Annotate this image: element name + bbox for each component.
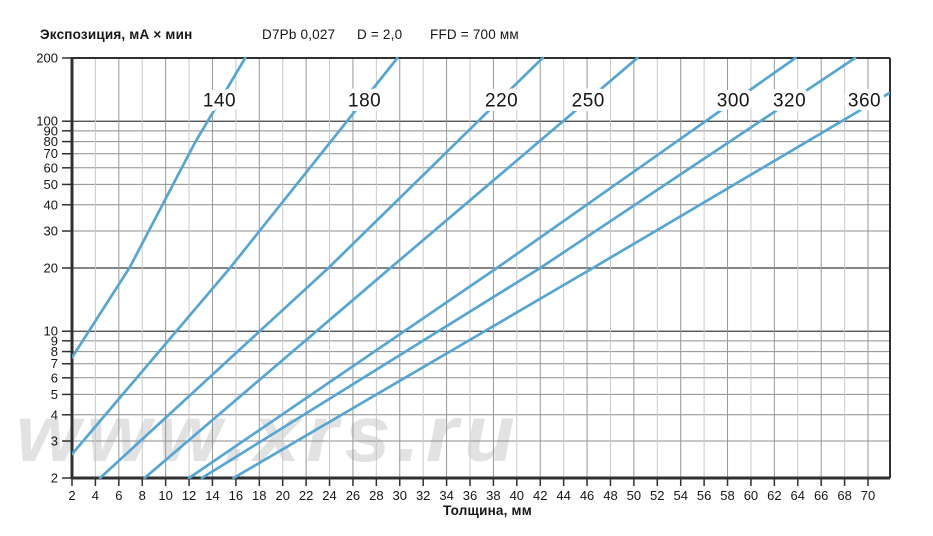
x-tick-label-54: 54 <box>673 488 687 503</box>
watermark: www.xrs.ru <box>16 389 521 478</box>
y-tick-label-70: 70 <box>44 146 58 161</box>
x-tick-label-64: 64 <box>791 488 805 503</box>
series-line-140 <box>72 56 247 359</box>
x-tick-label-60: 60 <box>744 488 758 503</box>
series-line-220 <box>98 56 544 479</box>
x-tick-label-8: 8 <box>139 488 146 503</box>
y-tick-label-3: 3 <box>51 434 58 449</box>
y-tick-label-4: 4 <box>51 407 58 422</box>
y-tick-label-30: 30 <box>44 224 58 239</box>
x-tick-label-18: 18 <box>252 488 266 503</box>
y-tick-label-10: 10 <box>44 324 58 339</box>
x-tick-label-16: 16 <box>229 488 243 503</box>
y-tick-label-50: 50 <box>44 177 58 192</box>
series-line-320 <box>200 56 857 479</box>
series-line-250 <box>143 56 639 479</box>
series-line-300 <box>187 56 797 479</box>
x-tick-label-62: 62 <box>767 488 781 503</box>
annotation-ffd: FFD = 700 мм <box>430 27 519 42</box>
series-label-320: 320 <box>773 91 806 112</box>
chart-title: Экспозиция, мА × мин <box>40 27 193 42</box>
y-tick-label-20: 20 <box>44 261 58 276</box>
x-tick-label-2: 2 <box>68 488 75 503</box>
x-tick-label-56: 56 <box>697 488 711 503</box>
x-tick-label-28: 28 <box>369 488 383 503</box>
x-tick-label-24: 24 <box>322 488 336 503</box>
x-tick-label-52: 52 <box>650 488 664 503</box>
y-tick-label-100: 100 <box>36 114 58 129</box>
series-line-360 <box>232 91 890 479</box>
x-tick-label-66: 66 <box>814 488 828 503</box>
annotation-film-type: D7Pb 0,027 <box>262 27 336 42</box>
x-axis-title: Толщина, мм <box>443 503 532 518</box>
y-tick-label-2: 2 <box>51 471 58 486</box>
series-line-180 <box>72 56 399 456</box>
x-tick-label-36: 36 <box>463 488 477 503</box>
series-label-140: 140 <box>203 91 236 112</box>
grid-vertical <box>94 58 869 478</box>
x-tick-label-40: 40 <box>510 488 524 503</box>
x-tick-label-20: 20 <box>275 488 289 503</box>
y-tick-label-7: 7 <box>51 356 58 371</box>
y-tick-label-90: 90 <box>44 123 58 138</box>
x-tick-label-22: 22 <box>299 488 313 503</box>
y-tick-label-60: 60 <box>44 160 58 175</box>
x-tick-label-32: 32 <box>416 488 430 503</box>
x-tick-label-58: 58 <box>720 488 734 503</box>
x-tick-label-44: 44 <box>556 488 570 503</box>
series-labels: 140 180 220 250 300 320 360 <box>198 86 885 116</box>
x-tick-label-34: 34 <box>439 488 453 503</box>
x-tick-label-4: 4 <box>92 488 99 503</box>
series-label-300: 300 <box>717 91 750 112</box>
annotation-density: D = 2,0 <box>357 27 403 42</box>
x-tick-label-42: 42 <box>533 488 547 503</box>
x-tick-label-26: 26 <box>346 488 360 503</box>
series-label-360: 360 <box>848 91 881 112</box>
x-tick-label-50: 50 <box>627 488 641 503</box>
y-tick-label-5: 5 <box>51 387 58 402</box>
x-tick-label-12: 12 <box>182 488 196 503</box>
x-tick-label-6: 6 <box>115 488 122 503</box>
series-label-220: 220 <box>485 91 518 112</box>
y-tick-label-9: 9 <box>51 333 58 348</box>
x-tick-label-48: 48 <box>603 488 617 503</box>
x-tick-label-30: 30 <box>393 488 407 503</box>
x-tick-label-68: 68 <box>837 488 851 503</box>
x-tick-label-38: 38 <box>486 488 500 503</box>
x-tick-labels: 2 4 6 8 10 12 14 16 18 20 22 24 26 28 30 32 34 36 38 40 42 44… <box>68 478 875 503</box>
x-tick-label-70: 70 <box>861 488 875 503</box>
y-tick-label-40: 40 <box>44 197 58 212</box>
series-label-250: 250 <box>572 91 605 112</box>
series-lines <box>72 56 890 479</box>
y-tick-label-200: 200 <box>36 51 58 66</box>
series-label-180: 180 <box>348 91 381 112</box>
y-tick-label-8: 8 <box>51 344 58 359</box>
x-tick-label-46: 46 <box>580 488 594 503</box>
y-tick-label-80: 80 <box>44 134 58 149</box>
y-tick-label-6: 6 <box>51 370 58 385</box>
x-tick-label-14: 14 <box>205 488 219 503</box>
x-tick-label-10: 10 <box>158 488 172 503</box>
